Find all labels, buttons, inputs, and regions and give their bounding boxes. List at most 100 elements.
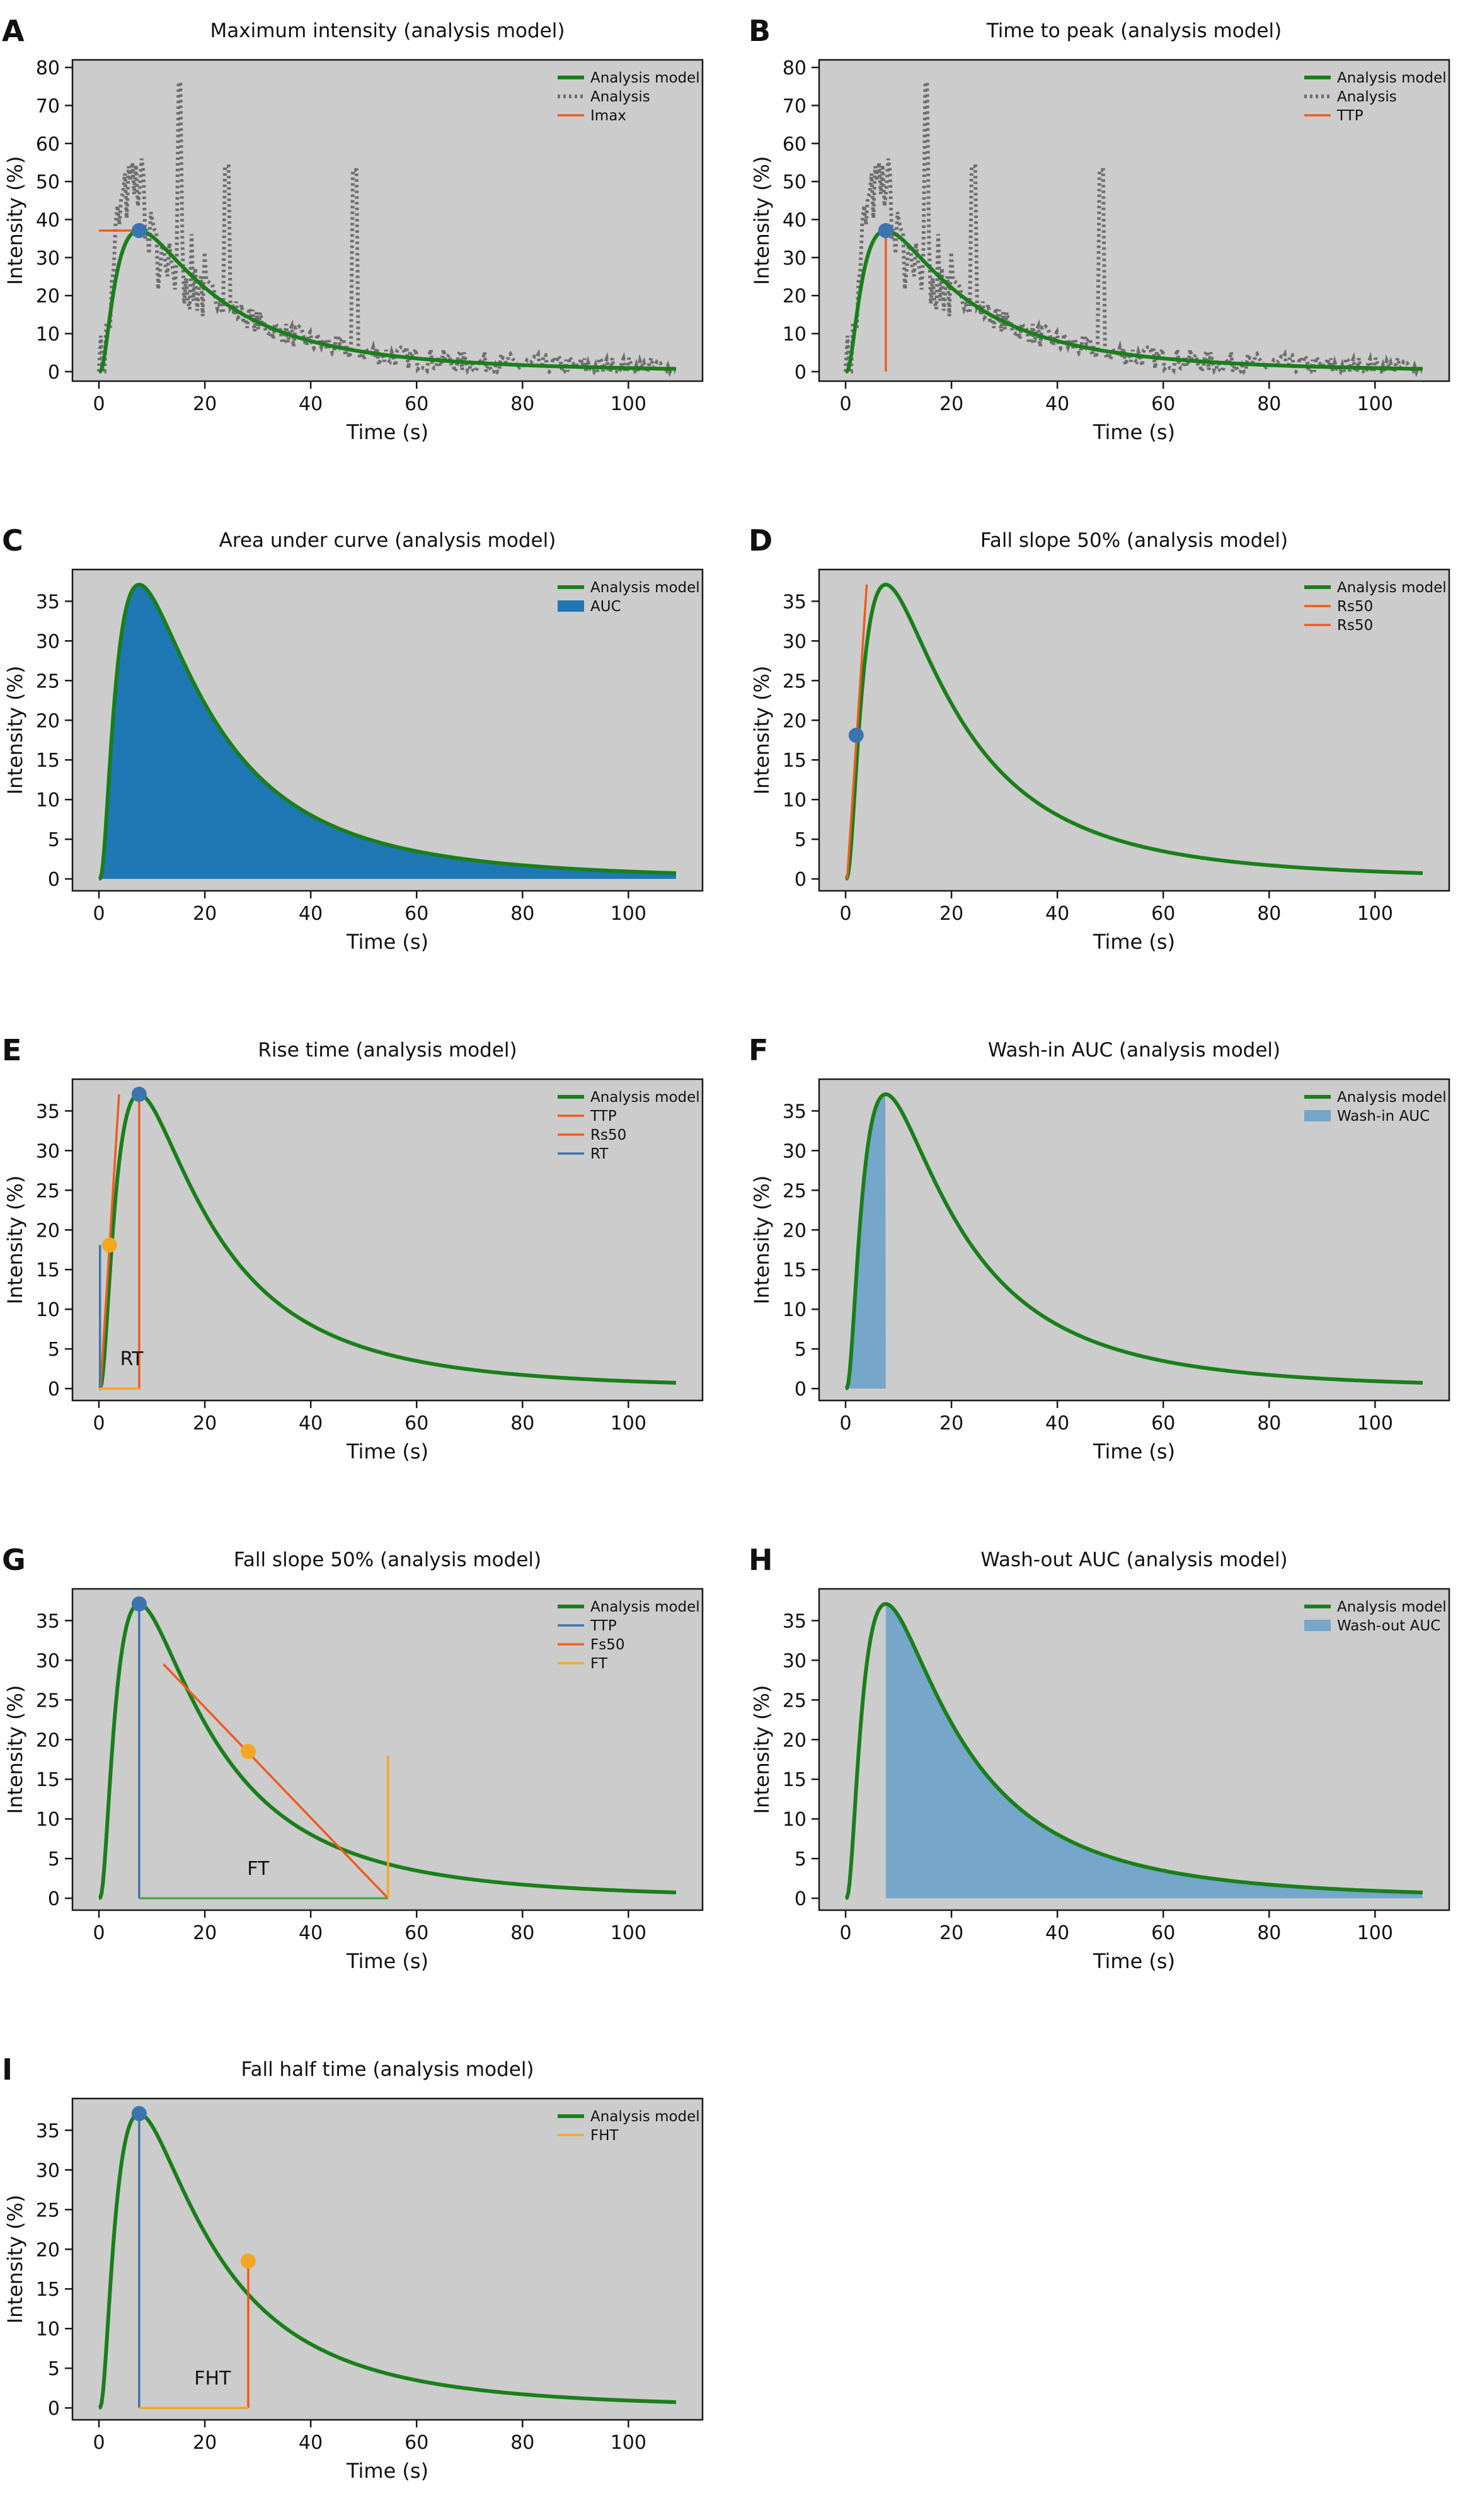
plot-content <box>844 81 1423 377</box>
panel-title: Time to peak (analysis model) <box>986 20 1282 42</box>
panel-title: Fall half time (analysis model) <box>241 2058 534 2081</box>
y-tick-label: 20 <box>783 285 806 307</box>
y-tick-label: 5 <box>48 829 60 851</box>
x-tick-label: 80 <box>1257 1412 1281 1435</box>
marker-dot <box>848 728 864 743</box>
y-tick-label: 10 <box>783 1299 806 1321</box>
panel-f: F Wash-in AUC (analysis model) 0 20 40 60 80 10… <box>749 1033 1450 1463</box>
x-tick-label: 60 <box>1151 1412 1175 1435</box>
legend-item: Analysis model <box>1337 1089 1447 1106</box>
area-fill <box>885 1603 1423 1899</box>
y-tick-label: 30 <box>36 1140 60 1162</box>
y-axis-label: Intensity (%) <box>3 666 27 795</box>
legend-item: Analysis model <box>590 1599 700 1615</box>
legend-item: Analysis model <box>1337 70 1447 86</box>
x-tick-label: 80 <box>510 903 534 925</box>
x-tick-label: 100 <box>611 1922 646 1944</box>
legend-item: Imax <box>590 108 626 124</box>
y-tick-label: 20 <box>783 1220 806 1242</box>
x-tick-label: 20 <box>193 1922 217 1944</box>
y-tick-label: 0 <box>795 869 806 891</box>
marker-dot <box>131 1596 147 1612</box>
y-tick-label: 20 <box>783 710 806 732</box>
x-tick-label: 0 <box>839 1412 851 1435</box>
panel-letter: D <box>749 524 772 558</box>
y-tick-label: 20 <box>36 1729 60 1751</box>
y-tick-label: 35 <box>36 2120 60 2142</box>
annotation-label: RT <box>120 1348 144 1370</box>
panel-g: G Fall slope 50% (analysis model) FT 0 20 40 6… <box>2 1543 704 1973</box>
y-tick-label: 35 <box>36 1101 60 1123</box>
y-tick-label: 15 <box>783 1259 806 1281</box>
x-tick-label: 0 <box>93 903 105 925</box>
y-tick-label: 15 <box>36 1259 60 1281</box>
axes-frame <box>818 568 1450 892</box>
axes-frame <box>71 568 704 892</box>
y-tick-label: 35 <box>36 1610 60 1632</box>
y-tick-label: 10 <box>783 1809 806 1831</box>
plot-content: RT <box>98 1086 677 1390</box>
y-axis-label: Intensity (%) <box>750 1685 774 1814</box>
panel-h: H Wash-out AUC (analysis model) 0 20 40 60 80 1… <box>749 1543 1450 1973</box>
y-tick-label: 0 <box>48 362 60 384</box>
analysis-model-series <box>98 1092 677 1390</box>
x-tick-label: 60 <box>1151 903 1175 925</box>
x-tick-label: 40 <box>299 1412 323 1435</box>
x-axis-label: Time (s) <box>1093 930 1175 954</box>
x-tick-label: 100 <box>1357 1412 1393 1435</box>
x-tick-label: 0 <box>839 393 851 415</box>
y-tick-label: 10 <box>783 324 806 346</box>
panel-title: Fall slope 50% (analysis model) <box>980 529 1288 552</box>
legend-item: Wash-out AUC <box>1337 1618 1440 1634</box>
analysis-model-series <box>98 2112 677 2410</box>
legend-item: Analysis <box>590 89 650 105</box>
x-tick-label: 0 <box>93 2432 105 2454</box>
x-tick-label: 40 <box>299 2432 323 2454</box>
analysis-model-series <box>845 583 1423 881</box>
panel-title: Fall slope 50% (analysis model) <box>234 1549 541 1571</box>
y-tick-label: 0 <box>48 2398 60 2420</box>
x-tick-label: 80 <box>1257 1922 1281 1944</box>
x-tick-label: 0 <box>839 903 851 925</box>
x-tick-label: 40 <box>299 393 323 415</box>
marker-dot <box>131 222 147 238</box>
y-tick-label: 10 <box>36 1809 60 1831</box>
panel-c: C Area under curve (analysis model) 0 20 40 6… <box>2 524 704 954</box>
axes-frame <box>818 1588 1450 1911</box>
x-tick-label: 60 <box>405 1412 428 1435</box>
plot-content: FT <box>98 1596 677 1900</box>
x-tick-label: 60 <box>405 903 428 925</box>
legend-item: TTP <box>590 1618 617 1634</box>
y-axis-label: Intensity (%) <box>3 1176 27 1305</box>
x-tick-label: 20 <box>193 903 217 925</box>
y-tick-label: 30 <box>783 1140 806 1162</box>
plot-content: FHT <box>98 2105 677 2410</box>
x-tick-label: 60 <box>405 1922 428 1944</box>
legend-swatch <box>558 600 584 612</box>
x-tick-label: 100 <box>1357 1922 1393 1944</box>
marker-dot <box>131 1086 147 1102</box>
panel-title: Area under curve (analysis model) <box>219 529 556 552</box>
x-tick-label: 100 <box>611 2432 646 2454</box>
x-axis-label: Time (s) <box>346 1440 428 1463</box>
y-tick-label: 0 <box>795 1378 806 1400</box>
panel-e: E Rise time (analysis model) RT 0 20 40 60 80 10… <box>2 1033 704 1463</box>
x-tick-label: 60 <box>405 2432 428 2454</box>
y-tick-label: 25 <box>36 2199 60 2221</box>
y-tick-label: 40 <box>783 209 806 231</box>
area-fill <box>99 584 676 879</box>
legend-item: TTP <box>590 1108 617 1125</box>
panel-title: Rise time (analysis model) <box>258 1039 517 1062</box>
y-axis-label: Intensity (%) <box>750 666 774 795</box>
panel-letter: C <box>2 524 23 558</box>
legend-item: Analysis <box>1337 89 1397 105</box>
y-tick-label: 10 <box>36 789 60 811</box>
panel-title: Wash-in AUC (analysis model) <box>988 1039 1280 1062</box>
y-tick-label: 30 <box>783 248 806 270</box>
x-tick-label: 40 <box>1045 903 1069 925</box>
x-axis-label: Time (s) <box>346 420 428 444</box>
marker-dot <box>878 222 893 238</box>
x-tick-label: 80 <box>510 1412 534 1435</box>
axes-frame <box>818 1078 1450 1402</box>
